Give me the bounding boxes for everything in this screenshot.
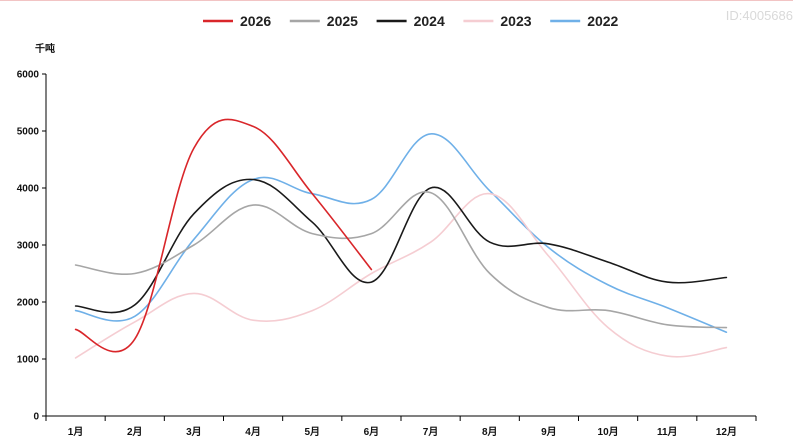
plot-area (74, 118, 728, 359)
y-tick-label: 4000 (17, 184, 40, 195)
x-tick-label: 12月 (716, 426, 737, 438)
y-tick-label: 1000 (17, 355, 40, 366)
x-tick-label: 1月 (68, 426, 84, 438)
x-tick-label: 5月 (304, 426, 320, 438)
x-tick-label: 4月 (245, 426, 261, 438)
y-tick-label: 2000 (17, 298, 40, 309)
legend-label-2023: 2023 (500, 13, 531, 29)
series-line-2022 (74, 133, 728, 333)
y-tick-label: 3000 (17, 241, 40, 252)
y-tick-label: 5000 (17, 127, 40, 138)
watermark-text: ID:4005686 (726, 8, 793, 23)
x-tick-label: 10月 (598, 426, 619, 438)
x-tick-label: 11月 (657, 426, 678, 438)
series-line-2024 (74, 178, 728, 314)
y-axis-unit-label: 千吨 (35, 42, 55, 55)
y-axis: 0 1000 2000 3000 4000 5000 6000 (17, 70, 47, 423)
chart-legend: 2026 2025 2024 2023 2022 (203, 13, 619, 29)
x-tick-label: 3月 (186, 426, 202, 438)
legend-label-2022: 2022 (587, 13, 618, 29)
x-tick-label: 6月 (364, 426, 380, 438)
y-tick-label: 6000 (17, 70, 40, 81)
legend-label-2024: 2024 (414, 13, 445, 29)
series-line-2023 (74, 192, 728, 359)
legend-label-2025: 2025 (327, 13, 358, 29)
series-line-2025 (74, 191, 728, 329)
x-axis: 1月 2月 3月 4月 5月 6月 7月 8月 9月 10月 11月 12月 (45, 415, 757, 438)
x-tick-label: 2月 (127, 426, 143, 438)
x-tick-label: 8月 (482, 426, 498, 438)
legend-label-2026: 2026 (240, 13, 271, 29)
top-border-line (0, 0, 793, 1)
y-tick-label: 0 (33, 412, 39, 423)
series-line-2026 (74, 118, 373, 353)
x-tick-label: 7月 (423, 426, 439, 438)
x-tick-label: 9月 (541, 426, 557, 438)
